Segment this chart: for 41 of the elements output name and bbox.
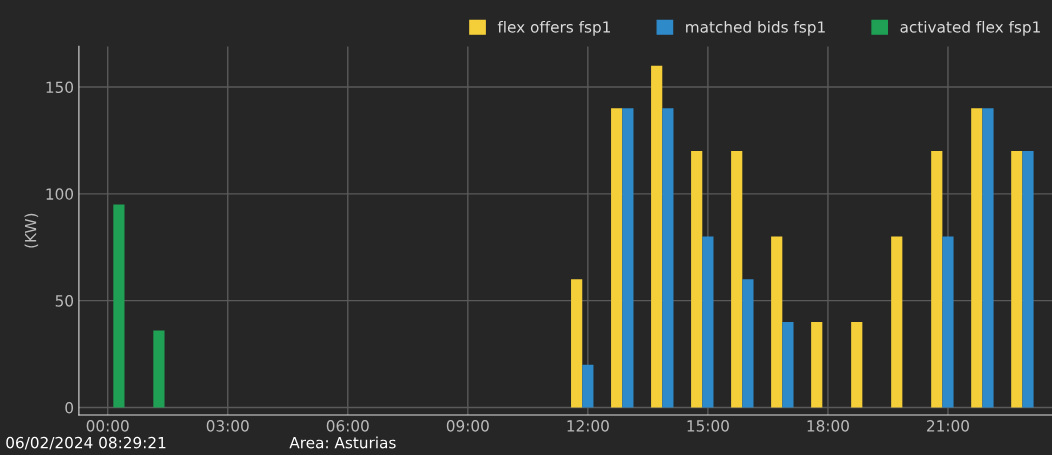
- bar: [782, 322, 794, 408]
- y-tick-label: 100: [46, 188, 74, 200]
- x-tick-label: 00:00: [86, 420, 129, 432]
- bar: [691, 151, 703, 408]
- bar: [153, 330, 165, 408]
- bar: [571, 279, 583, 408]
- bar: [1022, 151, 1034, 408]
- bar: [891, 236, 903, 408]
- bar: [971, 108, 983, 408]
- y-tick-label: 0: [65, 401, 74, 414]
- bar: [742, 279, 754, 408]
- bar: [702, 236, 714, 408]
- bar: [982, 108, 994, 408]
- bar: [731, 151, 743, 408]
- bar: [851, 322, 863, 408]
- y-axis-title: (KW): [24, 213, 39, 248]
- bar: [931, 151, 943, 408]
- bar: [113, 204, 125, 408]
- bar: [811, 322, 823, 408]
- x-tick-label: 12:00: [567, 420, 609, 432]
- legend-label: matched bids fsp1: [686, 20, 825, 36]
- bar: [611, 108, 623, 408]
- x-tick-label: 06:00: [326, 420, 369, 432]
- bar: [942, 236, 954, 408]
- bar: [622, 108, 634, 408]
- x-tick-label: 18:00: [807, 420, 849, 432]
- x-tick-label: 09:00: [446, 420, 489, 432]
- bar: [582, 364, 594, 408]
- x-tick-label: 03:00: [206, 420, 249, 432]
- bar: [1011, 151, 1023, 408]
- bar: [651, 65, 663, 408]
- y-tick-label: 50: [55, 295, 74, 307]
- x-tick-label: 15:00: [687, 420, 729, 432]
- text: Area: Asturias: [289, 436, 396, 449]
- bar: [771, 236, 783, 408]
- y-tick-label: 150: [46, 81, 74, 94]
- legend-label: flex offers fsp1: [497, 20, 610, 36]
- legend-label: activated flex fsp1: [900, 20, 1040, 36]
- bar: [662, 108, 674, 408]
- text: 06/02/2024 08:29:21: [6, 436, 166, 450]
- x-tick-label: 21:00: [927, 420, 969, 432]
